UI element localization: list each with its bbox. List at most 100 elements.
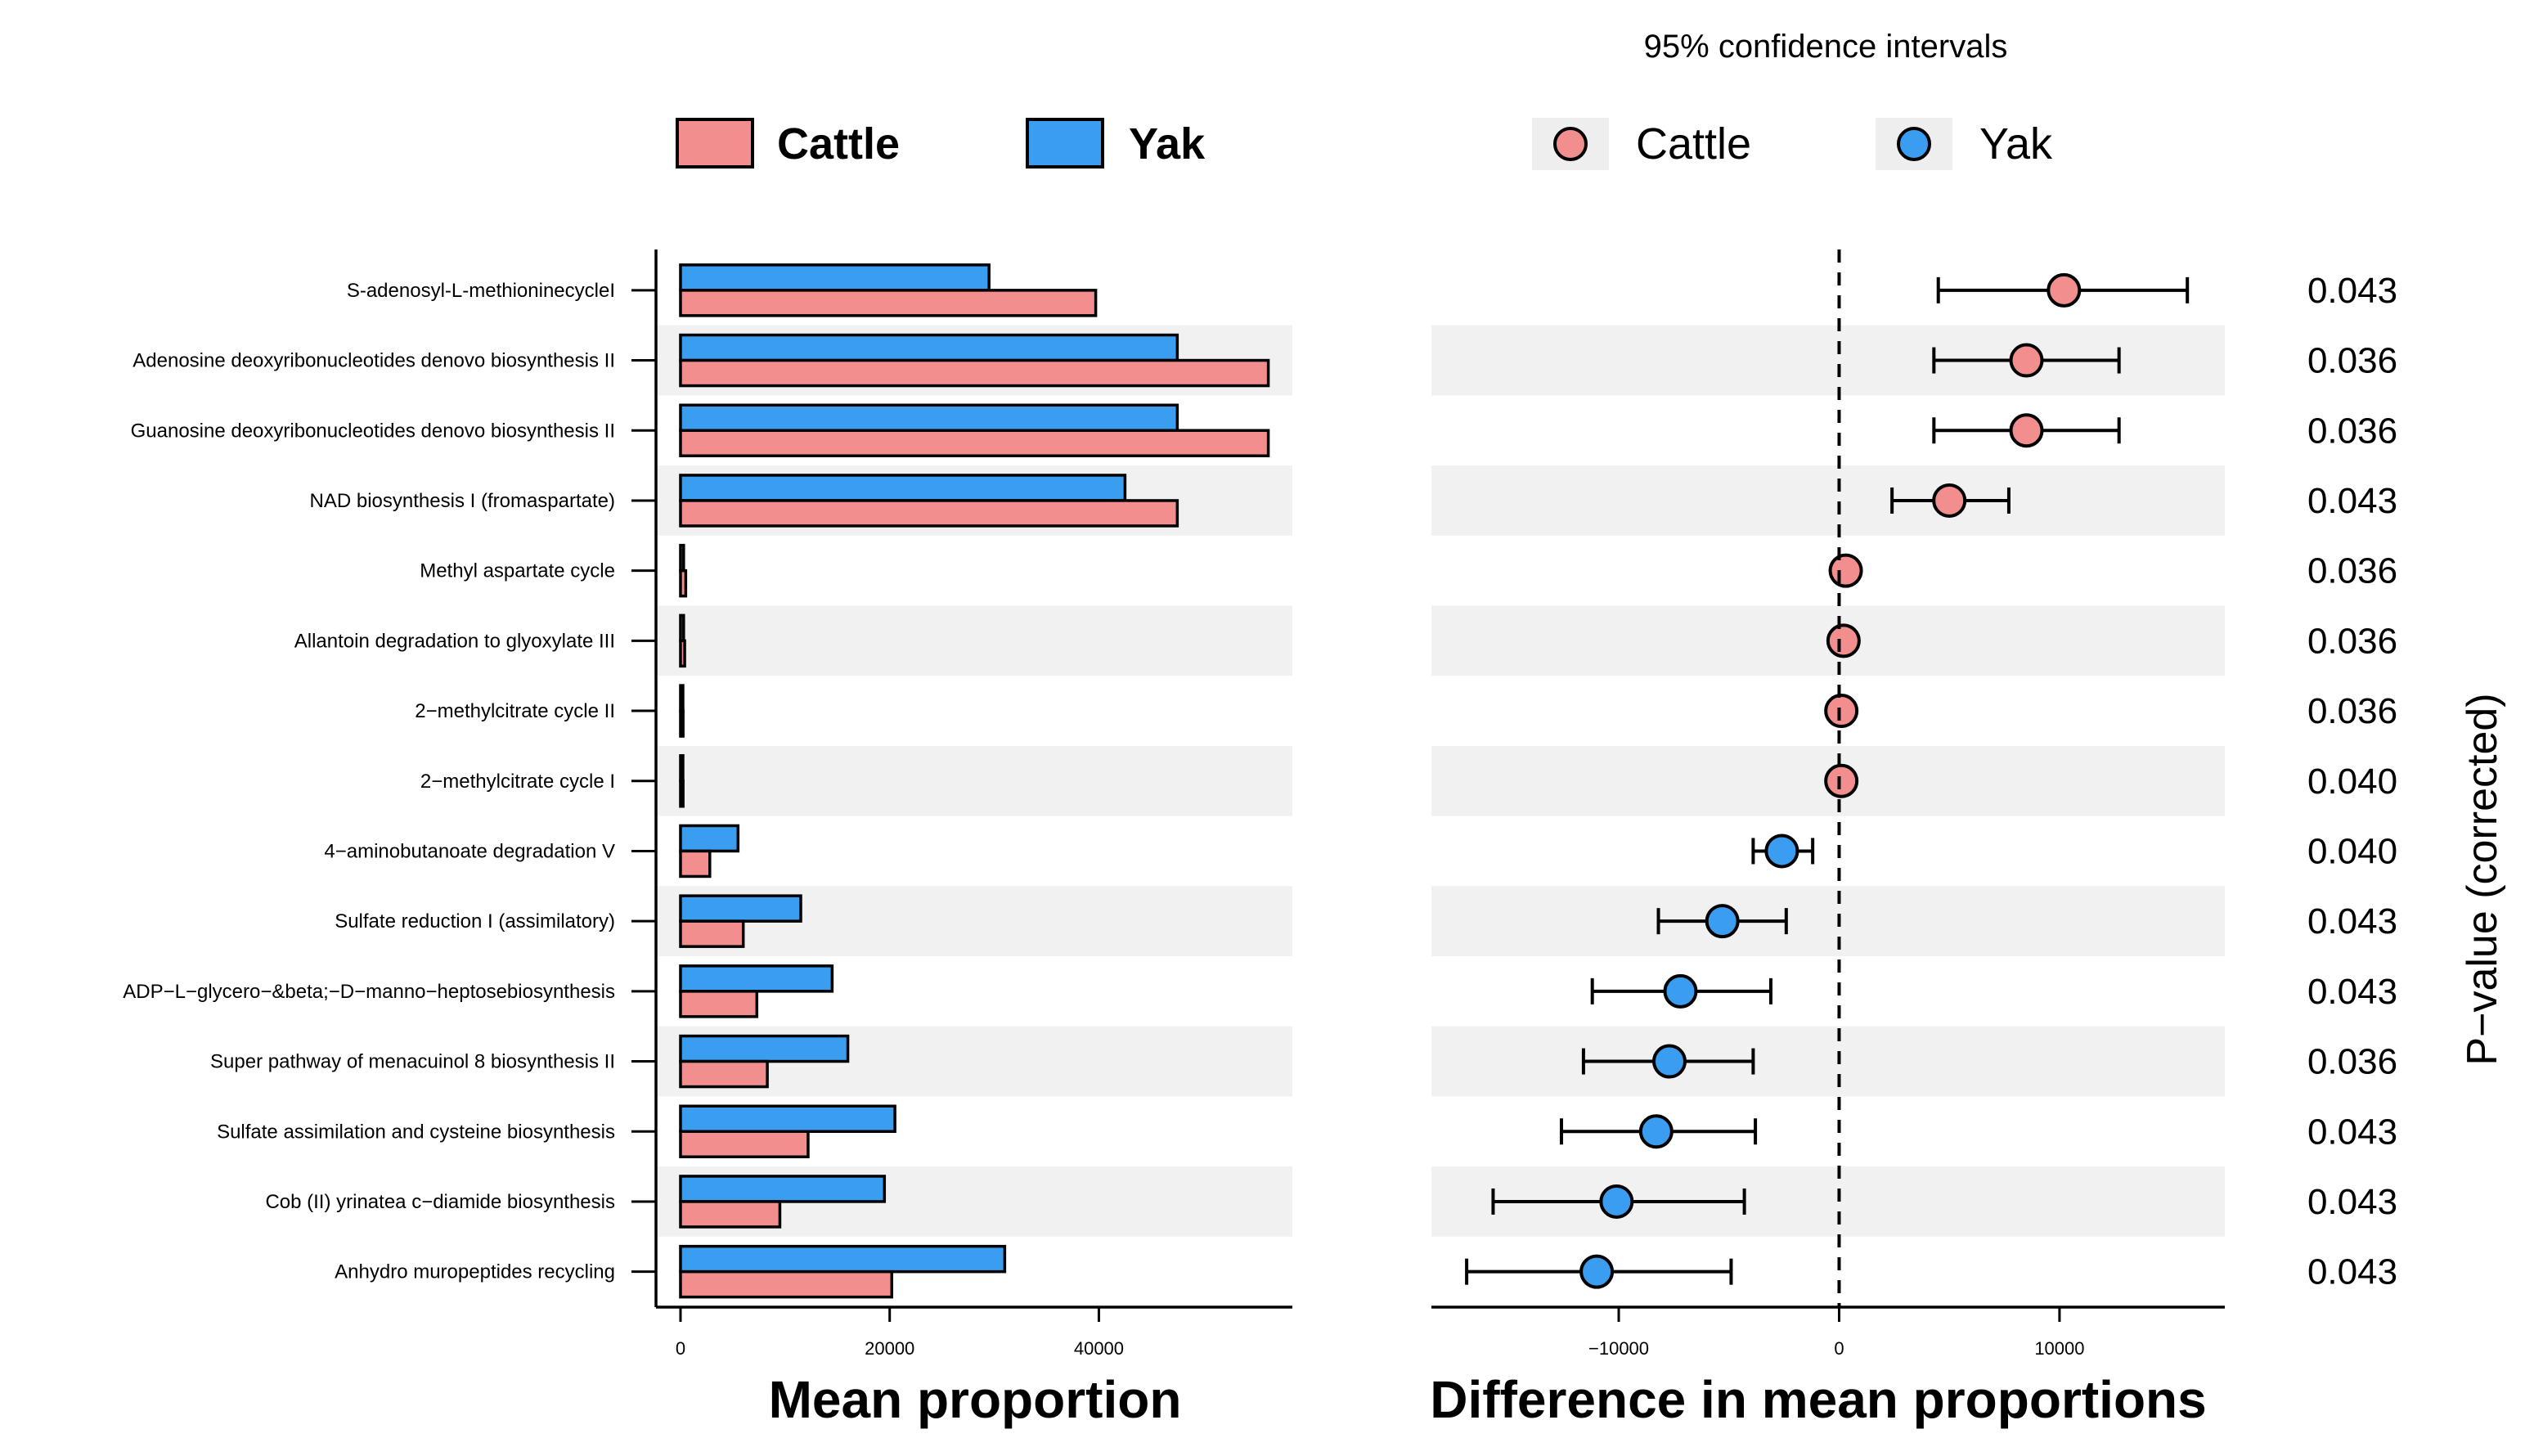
bar-cattle: [679, 990, 759, 1018]
bar-cattle: [679, 1200, 782, 1229]
category-labels: S-adenosyl-L-methioninecycleI Adenosine d…: [123, 280, 615, 1283]
category-label: S-adenosyl-L-methioninecycleI: [347, 280, 615, 302]
bar-cattle: [679, 1130, 810, 1158]
difference-point-yak: [1705, 904, 1740, 939]
difference-panel-x-axis-title: Difference in mean proportions: [1430, 1370, 2206, 1429]
bar-yak: [679, 1104, 896, 1133]
pvalue-label: 0.040: [2307, 831, 2397, 871]
bar-yak: [679, 1175, 887, 1203]
row-band-bar-panel: [656, 745, 1292, 816]
bar-cattle: [679, 499, 1179, 528]
difference-point-yak: [1652, 1044, 1687, 1079]
difference-point-yak: [1599, 1184, 1634, 1219]
pvalue-label: 0.043: [2307, 1252, 2397, 1292]
bar-yak: [679, 684, 685, 712]
category-label: NAD biosynthesis I (fromaspartate): [310, 490, 615, 512]
row-band-difference-panel: [1431, 886, 2225, 956]
pvalue-label: 0.036: [2307, 1042, 2397, 1082]
difference-panel-x-tick-label: 0: [1834, 1338, 1844, 1359]
bar-cattle: [679, 568, 688, 598]
legend-marker-yak-point: [1897, 127, 1931, 161]
pvalue-label: 0.043: [2307, 1112, 2397, 1152]
difference-point-yak: [1663, 973, 1698, 1009]
bar-cattle: [679, 780, 685, 808]
category-label: 4−aminobutanoate degradation V: [324, 840, 615, 862]
bar-cattle: [679, 358, 1270, 388]
bar-legend: Cattle Yak: [676, 118, 1206, 169]
pvalue-label: 0.043: [2307, 271, 2397, 311]
ci-panel-title: 95% confidence intervals: [1644, 29, 2008, 65]
pvalue-label: 0.040: [2307, 762, 2397, 802]
difference-point-cattle: [1824, 694, 1859, 729]
bar-yak: [679, 964, 834, 993]
difference-point-cattle: [2009, 343, 2044, 378]
category-label: Cob (II) yrinatea c−diamide biosynthesis: [265, 1191, 615, 1213]
pvalue-label: 0.043: [2307, 481, 2397, 521]
legend-label-cattle-bar: Cattle: [777, 119, 900, 169]
bar-cattle: [679, 1270, 894, 1299]
bar-panel-x-tick-label: 0: [676, 1338, 685, 1359]
difference-point-yak: [1764, 834, 1799, 869]
category-label: 2−methylcitrate cycle I: [420, 771, 615, 793]
difference-point-yak: [1579, 1254, 1615, 1289]
category-label: Methyl aspartate cycle: [420, 560, 615, 582]
difference-point-cattle: [2009, 413, 2044, 448]
difference-legend: Cattle Yak: [1532, 118, 2053, 170]
bar-cattle: [679, 709, 685, 738]
category-label: Super pathway of menacuinol 8 biosynthes…: [210, 1051, 615, 1073]
legend-swatch-yak-bar: [1026, 118, 1104, 169]
bar-cattle: [679, 1059, 769, 1089]
bar-cattle: [679, 289, 1098, 317]
row-band-difference-panel: [1431, 465, 2225, 536]
category-label: Adenosine deoxyribonucleotides denovo bi…: [133, 350, 615, 372]
legend-marker-cattle-point: [1553, 127, 1588, 161]
legend-swatch-cattle-bar: [676, 118, 754, 169]
bar-yak: [679, 263, 991, 292]
pvalue-axis-title: P−value (corrected): [2459, 693, 2506, 1065]
category-label: Guanosine deoxyribonucleotides denovo bi…: [131, 420, 615, 442]
pvalue-label: 0.043: [2307, 1182, 2397, 1222]
legend-label-cattle-point: Cattle: [1636, 119, 1751, 169]
category-label: Anhydro muropeptides recycling: [335, 1261, 615, 1283]
bar-panel-x-axis-title: Mean proportion: [769, 1370, 1182, 1429]
difference-point-cattle: [1826, 623, 1861, 658]
bar-yak: [679, 754, 685, 783]
row-band-difference-panel: [1431, 1026, 2225, 1097]
bar-yak: [679, 333, 1179, 362]
chart-axes: 0 20000 40000 −10000 0 10000: [631, 249, 2225, 1359]
difference-point-yak: [1638, 1114, 1674, 1149]
bar-cattle: [679, 429, 1270, 457]
pvalue-label: 0.043: [2307, 972, 2397, 1012]
pvalue-label: 0.036: [2307, 411, 2397, 451]
difference-panel-x-tick-label: 10000: [2034, 1338, 2084, 1359]
bar-yak: [679, 824, 740, 853]
bar-yak: [679, 474, 1127, 502]
bar-panel-bars: [679, 263, 1270, 1299]
difference-point-cattle: [1824, 763, 1859, 798]
difference-panel-x-tick-label: −10000: [1588, 1338, 1649, 1359]
bar-yak: [679, 613, 685, 643]
category-label: Allantoin degradation to glyoxylate III: [294, 630, 615, 652]
row-bands: [656, 325, 2225, 1237]
bar-cattle: [679, 849, 712, 879]
bar-cattle: [679, 919, 745, 948]
bar-cattle: [679, 639, 686, 668]
category-label: Sulfate assimilation and cysteine biosyn…: [217, 1121, 615, 1143]
difference-panel-points: [1465, 272, 2190, 1289]
bar-yak: [679, 894, 802, 923]
bar-panel-x-tick-label: 40000: [1074, 1338, 1124, 1359]
difference-point-cattle: [1828, 553, 1863, 588]
pvalue-label: 0.043: [2307, 901, 2397, 941]
bar-yak: [679, 1034, 850, 1063]
legend-label-yak-bar: Yak: [1129, 119, 1206, 169]
category-label: Sulfate reduction I (assimilatory): [335, 910, 615, 932]
pvalue-label: 0.036: [2307, 341, 2397, 381]
pvalue-column: 0.043 0.036 0.036 0.043 0.036 0.036 0.036 0.040…: [2307, 271, 2397, 1292]
bar-panel-x-tick-label: 20000: [865, 1338, 914, 1359]
legend-label-yak-point: Yak: [1979, 119, 2053, 169]
pvalue-label: 0.036: [2307, 551, 2397, 591]
pvalue-label: 0.036: [2307, 621, 2397, 661]
bar-yak: [679, 543, 685, 573]
difference-point-cattle: [2047, 272, 2082, 308]
